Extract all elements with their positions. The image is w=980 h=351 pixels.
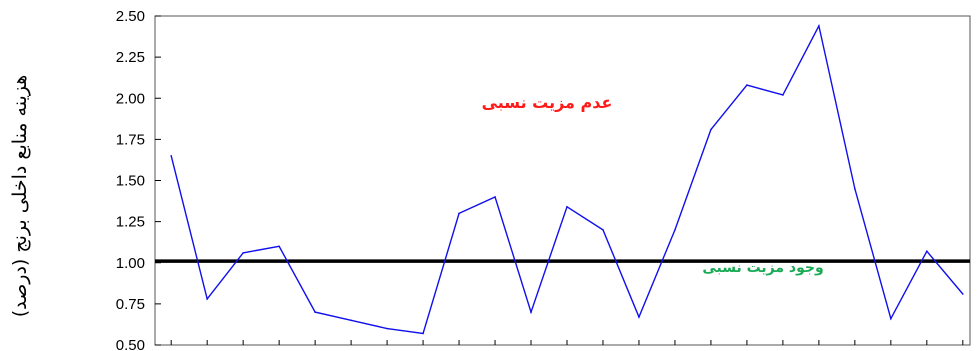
data-point (782, 94, 784, 96)
data-point (674, 229, 676, 231)
annotation-no-advantage: عدم مزیت نسبی (482, 93, 613, 112)
data-point (566, 206, 568, 208)
data-point (314, 311, 316, 313)
data-point (530, 311, 532, 313)
data-point (926, 250, 928, 253)
data-point (638, 316, 640, 318)
y-tick-label: 0.50 (116, 337, 145, 351)
data-point (170, 155, 172, 157)
data-point (242, 252, 244, 254)
data-point (458, 212, 460, 215)
data-point (350, 319, 352, 322)
y-axis-label: هزینه منابع داخلی برنج (درصد) (9, 75, 31, 317)
data-point (962, 293, 964, 295)
y-tick-label: 2.00 (116, 90, 145, 107)
data-point (422, 332, 424, 335)
plot-area: 0.500.751.001.251.501.752.002.252.507072… (116, 8, 971, 351)
series-line-0 (170, 23, 964, 335)
data-point (746, 84, 748, 86)
data-point (710, 128, 712, 131)
data-point (386, 327, 388, 330)
data-point (854, 187, 856, 190)
data-point (890, 317, 892, 320)
data-point (818, 25, 820, 27)
y-tick-label: 2.50 (116, 8, 145, 25)
y-tick-label: 1.75 (116, 131, 145, 148)
y-tick-label: 1.25 (116, 214, 145, 231)
y-tick-label: 0.75 (116, 296, 145, 313)
plot-frame (154, 15, 971, 346)
y-tick-label: 1.50 (116, 173, 145, 190)
annotation-advantage: وجود مزیت نسبی (702, 260, 823, 276)
data-point (278, 245, 280, 248)
data-point (206, 298, 208, 300)
data-point (602, 229, 604, 231)
y-tick-label: 2.25 (116, 49, 145, 66)
data-point (494, 196, 496, 198)
y-tick-label: 1.00 (116, 255, 145, 272)
